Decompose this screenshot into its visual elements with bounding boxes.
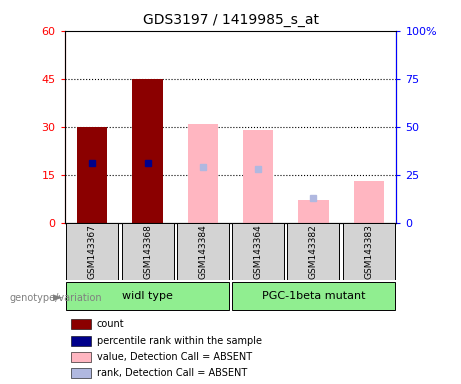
Text: GSM143382: GSM143382	[309, 224, 318, 279]
Bar	[132, 79, 163, 223]
FancyBboxPatch shape	[122, 223, 173, 280]
Bar	[243, 130, 273, 223]
FancyBboxPatch shape	[288, 223, 339, 280]
FancyBboxPatch shape	[66, 282, 229, 310]
Text: ►: ►	[53, 291, 62, 304]
FancyBboxPatch shape	[232, 282, 395, 310]
Text: value, Detection Call = ABSENT: value, Detection Call = ABSENT	[97, 352, 252, 362]
Text: count: count	[97, 319, 124, 329]
Title: GDS3197 / 1419985_s_at: GDS3197 / 1419985_s_at	[142, 13, 319, 27]
Text: percentile rank within the sample: percentile rank within the sample	[97, 336, 262, 346]
Bar	[77, 127, 107, 223]
Text: rank, Detection Call = ABSENT: rank, Detection Call = ABSENT	[97, 368, 247, 378]
FancyBboxPatch shape	[177, 223, 229, 280]
FancyBboxPatch shape	[343, 223, 395, 280]
Text: GSM143383: GSM143383	[364, 224, 373, 279]
Text: genotype/variation: genotype/variation	[9, 293, 102, 303]
Bar	[298, 200, 329, 223]
Text: GSM143364: GSM143364	[254, 224, 263, 279]
Text: GSM143384: GSM143384	[198, 224, 207, 279]
Bar	[188, 124, 218, 223]
Text: GSM143367: GSM143367	[88, 224, 97, 279]
Text: GSM143368: GSM143368	[143, 224, 152, 279]
FancyBboxPatch shape	[232, 223, 284, 280]
Bar	[354, 181, 384, 223]
FancyBboxPatch shape	[66, 223, 118, 280]
Text: PGC-1beta mutant: PGC-1beta mutant	[262, 291, 365, 301]
Text: widl type: widl type	[122, 291, 173, 301]
